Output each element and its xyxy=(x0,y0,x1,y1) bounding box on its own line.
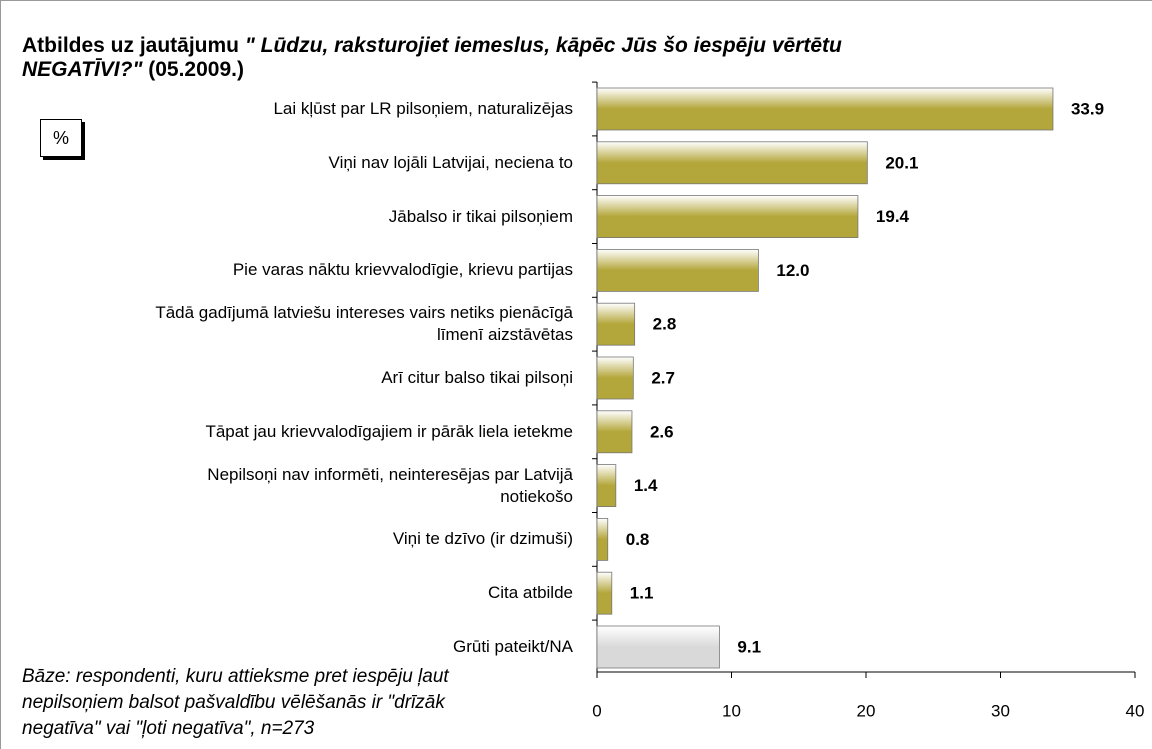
value-label: 2.8 xyxy=(653,315,677,334)
title-part: NEGATĪVI?" xyxy=(22,58,143,81)
value-label: 9.1 xyxy=(737,637,761,656)
footnote: Bāze: respondenti, kuru attieksme pret i… xyxy=(22,666,449,739)
value-label: 33.9 xyxy=(1071,99,1104,118)
bar xyxy=(596,141,868,185)
value-label: 0.8 xyxy=(626,530,650,549)
x-tick-label: 30 xyxy=(991,701,1010,720)
category-label: Pie varas nāktu krievvalodīgie, krievu p… xyxy=(232,260,573,280)
category-label: Viņi nav lojāli Latvijai, neciena to xyxy=(328,152,573,172)
unit-box: % xyxy=(40,119,82,157)
category-label: Nepilsoņi nav informēti, neinteresējas p… xyxy=(207,464,573,506)
value-label: 2.6 xyxy=(650,422,674,441)
title-part: (05.2009.) xyxy=(142,58,244,81)
title-line: Atbildes uz jautājumu " Lūdzu, raksturoj… xyxy=(22,34,842,58)
x-tick-label: 10 xyxy=(722,701,741,720)
bar xyxy=(596,87,1054,131)
bar xyxy=(596,195,859,239)
x-tick-label: 20 xyxy=(857,701,876,720)
value-label: 1.1 xyxy=(630,584,654,603)
bar xyxy=(596,571,613,615)
value-label: 20.1 xyxy=(885,153,918,172)
bar xyxy=(596,625,720,669)
value-label: 12.0 xyxy=(776,261,809,280)
bar xyxy=(596,356,634,400)
bar xyxy=(596,410,633,454)
value-label: 19.4 xyxy=(876,207,910,226)
bar xyxy=(596,302,636,346)
category-label: Jābalso ir tikai pilsoņiem xyxy=(388,206,573,226)
value-label: 2.7 xyxy=(651,368,675,387)
x-tick-label: 40 xyxy=(1126,701,1145,720)
category-label: Lai kļūst par LR pilsoņiem, naturalizēja… xyxy=(273,99,573,118)
category-label: Viņi te dzīvo (ir dzimuši) xyxy=(392,529,573,549)
bar xyxy=(596,518,609,561)
title-part: " Lūdzu, raksturojiet iemeslus, kāpēc Jū… xyxy=(244,34,842,57)
value-label: 1.4 xyxy=(634,476,658,495)
title-line: NEGATĪVI?" (05.2009.) xyxy=(22,58,842,82)
bar xyxy=(596,464,617,508)
bar xyxy=(596,248,759,292)
category-label: Arī citur balso tikai pilsoņi xyxy=(381,368,573,387)
x-tick-label: 0 xyxy=(592,701,601,720)
category-label: Tādā gadījumā latviešu intereses vairs n… xyxy=(155,303,573,345)
title-part: Atbildes uz jautājumu xyxy=(22,34,245,57)
chart-title: Atbildes uz jautājumu " Lūdzu, raksturoj… xyxy=(22,34,842,82)
category-label: Tāpat jau krievvalodīgajiem ir pārāk lie… xyxy=(205,421,573,441)
category-label: Grūti pateikt/NA xyxy=(453,637,573,656)
category-label: Cita atbilde xyxy=(487,583,573,603)
